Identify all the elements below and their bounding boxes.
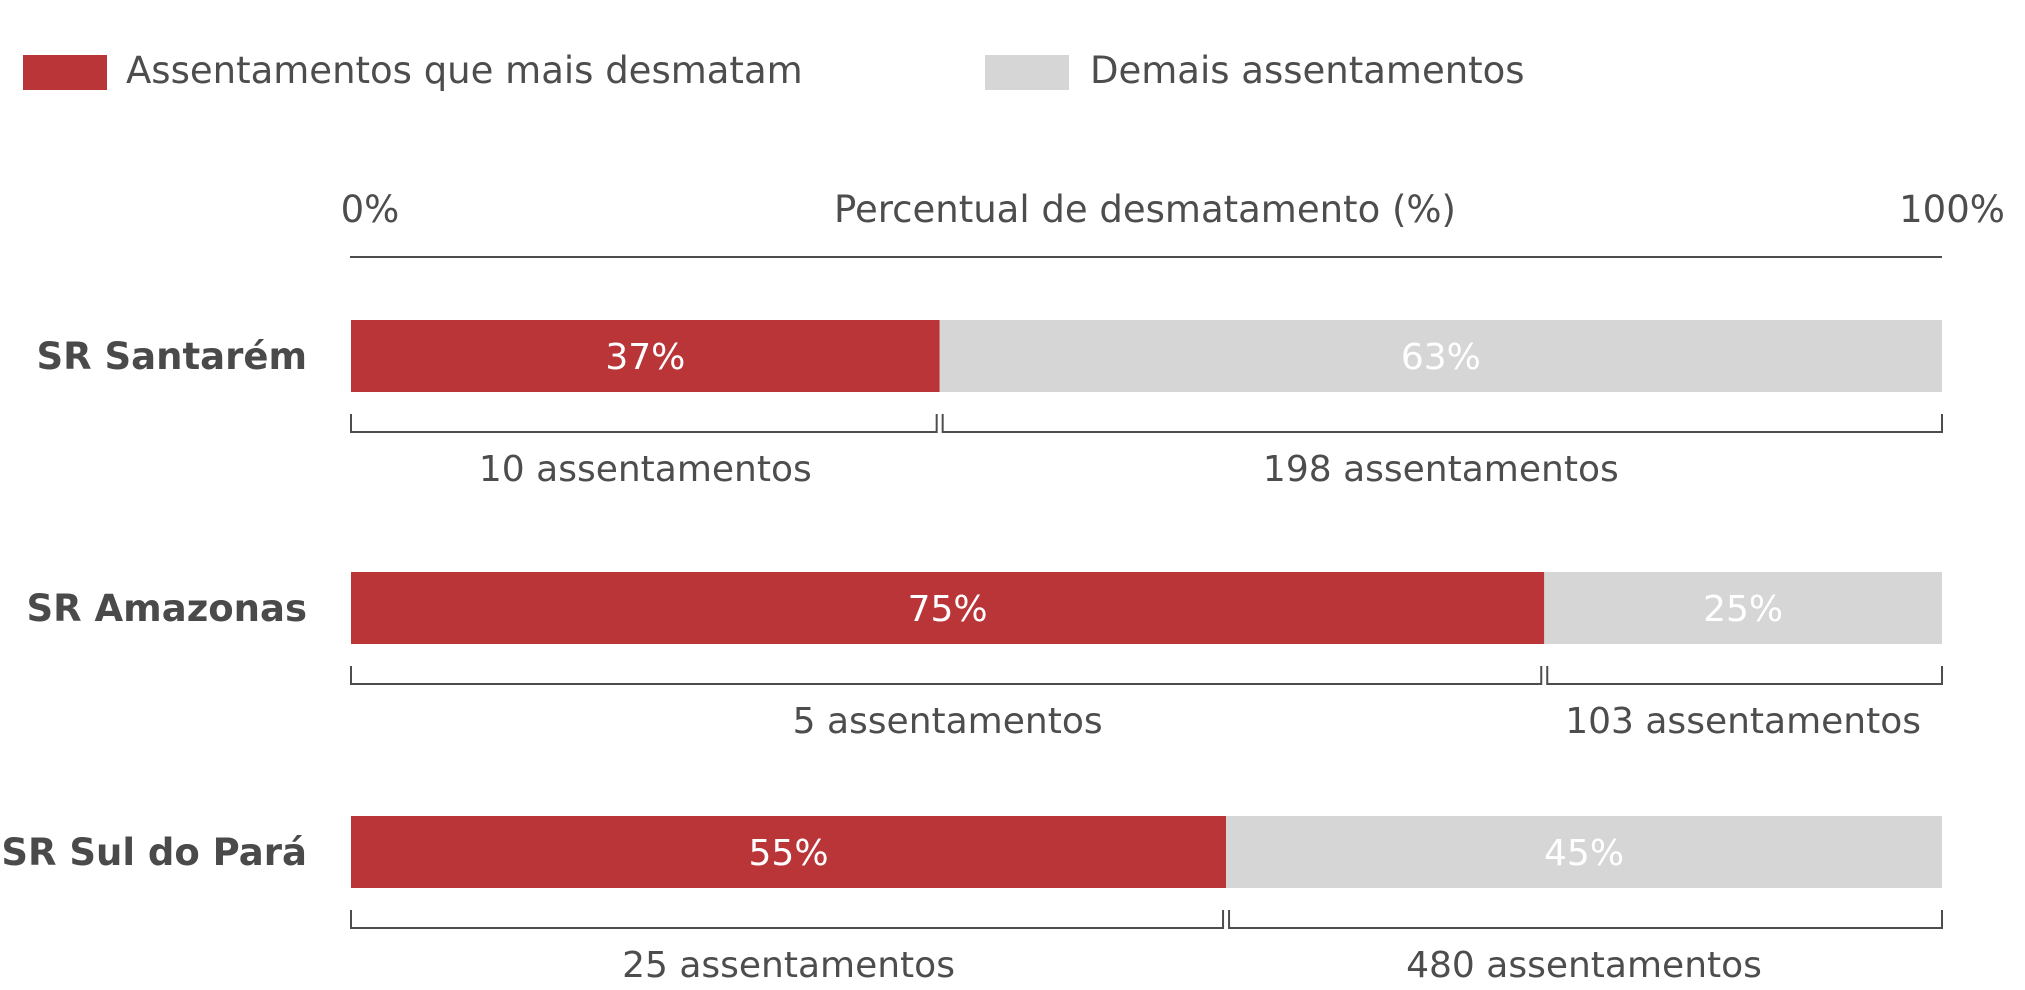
bar-value-label: 25%	[1703, 589, 1783, 630]
x-axis: 0% Percentual de desmatamento (%) 100%	[341, 188, 2005, 258]
legend-swatch-primary	[23, 55, 107, 90]
bar-value-label: 75%	[908, 589, 988, 630]
count-label: 25 assentamentos	[622, 945, 955, 986]
bar-value-label: 55%	[749, 833, 829, 874]
count-label: 103 assentamentos	[1565, 701, 1921, 742]
bar-rows: SR Santarém 37% 10 assentamentos 63% 198 ass…	[1, 320, 1943, 986]
bar-row: SR Amazonas 75% 5 assentamentos 25% 103 asse…	[27, 572, 1943, 742]
count-bracket	[1228, 910, 1943, 929]
bar-segment-primary	[351, 320, 940, 392]
bar-segment-primary	[351, 572, 1545, 644]
legend-swatch-secondary	[985, 55, 1069, 90]
bar-value-label: 37%	[605, 337, 685, 378]
legend-label-secondary: Demais assentamentos	[1090, 49, 1525, 92]
count-label: 5 assentamentos	[793, 701, 1103, 742]
legend-label-primary: Assentamentos que mais desmatam	[126, 49, 803, 92]
bar-segment-secondary	[1544, 572, 1942, 644]
count-label: 10 assentamentos	[479, 449, 812, 490]
bar-row: SR Santarém 37% 10 assentamentos 63% 198 ass…	[36, 320, 1943, 490]
bar-value-label: 63%	[1401, 337, 1481, 378]
count-bracket	[350, 666, 1543, 685]
bar-value-label: 45%	[1544, 833, 1624, 874]
row-label: SR Amazonas	[27, 587, 307, 630]
bar-segment-secondary	[939, 320, 1942, 392]
axis-tick-label-min: 0%	[341, 188, 400, 231]
count-bracket	[350, 414, 938, 433]
axis-tick-label-max: 100%	[1899, 188, 2005, 231]
legend: Assentamentos que mais desmatam Demais a…	[23, 49, 1525, 92]
count-label: 198 assentamentos	[1263, 449, 1619, 490]
count-bracket	[941, 414, 1943, 433]
row-label: SR Santarém	[36, 335, 307, 378]
bar-row: SR Sul do Pará 55% 25 assentamentos 45% 480 …	[1, 816, 1943, 986]
bar-segment-secondary	[1226, 816, 1942, 888]
bar-segment-primary	[351, 816, 1227, 888]
count-label: 480 assentamentos	[1406, 945, 1762, 986]
count-bracket	[350, 910, 1225, 929]
count-bracket	[1546, 666, 1943, 685]
axis-title: Percentual de desmatamento (%)	[834, 188, 1456, 231]
row-label: SR Sul do Pará	[1, 831, 307, 874]
